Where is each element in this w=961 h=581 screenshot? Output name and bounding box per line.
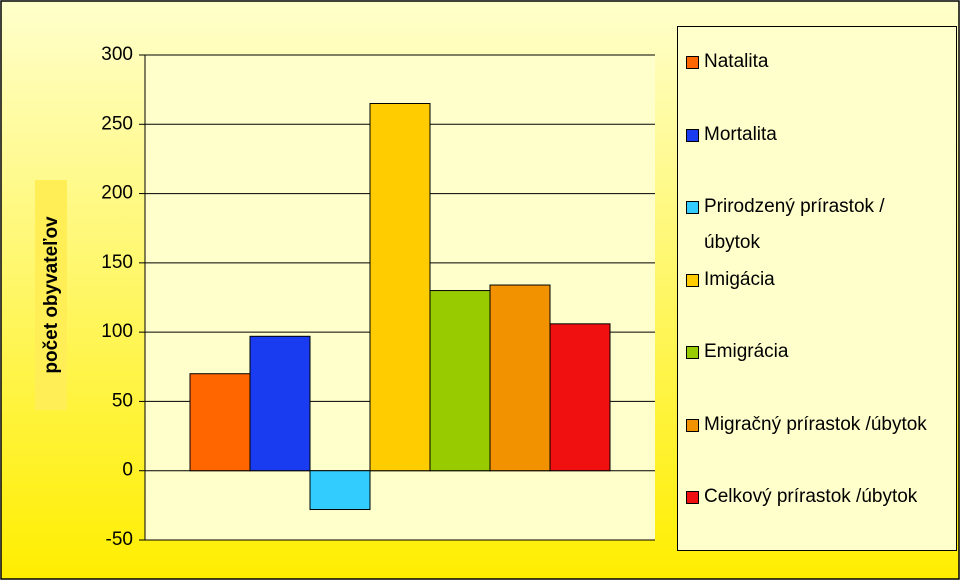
legend-label: Migračný prírastok /úbytok <box>704 413 927 435</box>
legend-label: Mortalita <box>704 123 777 145</box>
legend-item: Natalita <box>686 44 952 80</box>
legend-item: Prirodzený prírastok / úbytok <box>686 189 952 261</box>
legend-label: Celkový prírastok /úbytok <box>704 486 918 507</box>
y-tick-label: 100 <box>101 321 133 342</box>
legend-key <box>686 201 699 214</box>
bar <box>369 103 431 472</box>
y-tick-label: -50 <box>106 529 133 550</box>
y-tick-label: 150 <box>101 252 133 273</box>
legend-label: Emigrácia <box>704 341 789 362</box>
y-label-bg <box>35 180 67 410</box>
legend-key <box>686 418 699 432</box>
legend-key <box>686 273 699 287</box>
bar <box>429 290 491 472</box>
legend-item: Migračný prírastok /úbytok <box>686 407 952 443</box>
legend-key <box>686 346 699 359</box>
legend-key <box>686 56 699 69</box>
y-tick-label: 50 <box>112 390 133 411</box>
bar <box>309 470 371 511</box>
bar <box>189 373 251 472</box>
legend-label: Prirodzený prírastok / úbytok <box>704 196 885 253</box>
legend-item: Imigácia <box>686 262 952 298</box>
bar <box>549 323 611 472</box>
bar <box>249 335 311 472</box>
y-axis-label: počet obyvateľov <box>41 216 62 374</box>
legend: Natalita Mortalita Prirodzený prírastok / … <box>677 26 957 551</box>
legend-item: Emigrácia <box>686 334 952 370</box>
legend-item: Mortalita <box>686 117 952 153</box>
y-tick-label: 250 <box>101 113 133 134</box>
bar <box>489 284 551 472</box>
y-tick-label: 0 <box>122 460 133 481</box>
y-tick-label: 300 <box>101 44 133 65</box>
y-tick-label: 200 <box>101 183 133 204</box>
legend-item: Celkový prírastok /úbytok <box>686 479 952 515</box>
legend-key <box>686 491 699 504</box>
legend-label: Natalita <box>704 51 769 72</box>
legend-key <box>686 128 699 142</box>
legend-label: Imigácia <box>704 268 775 290</box>
